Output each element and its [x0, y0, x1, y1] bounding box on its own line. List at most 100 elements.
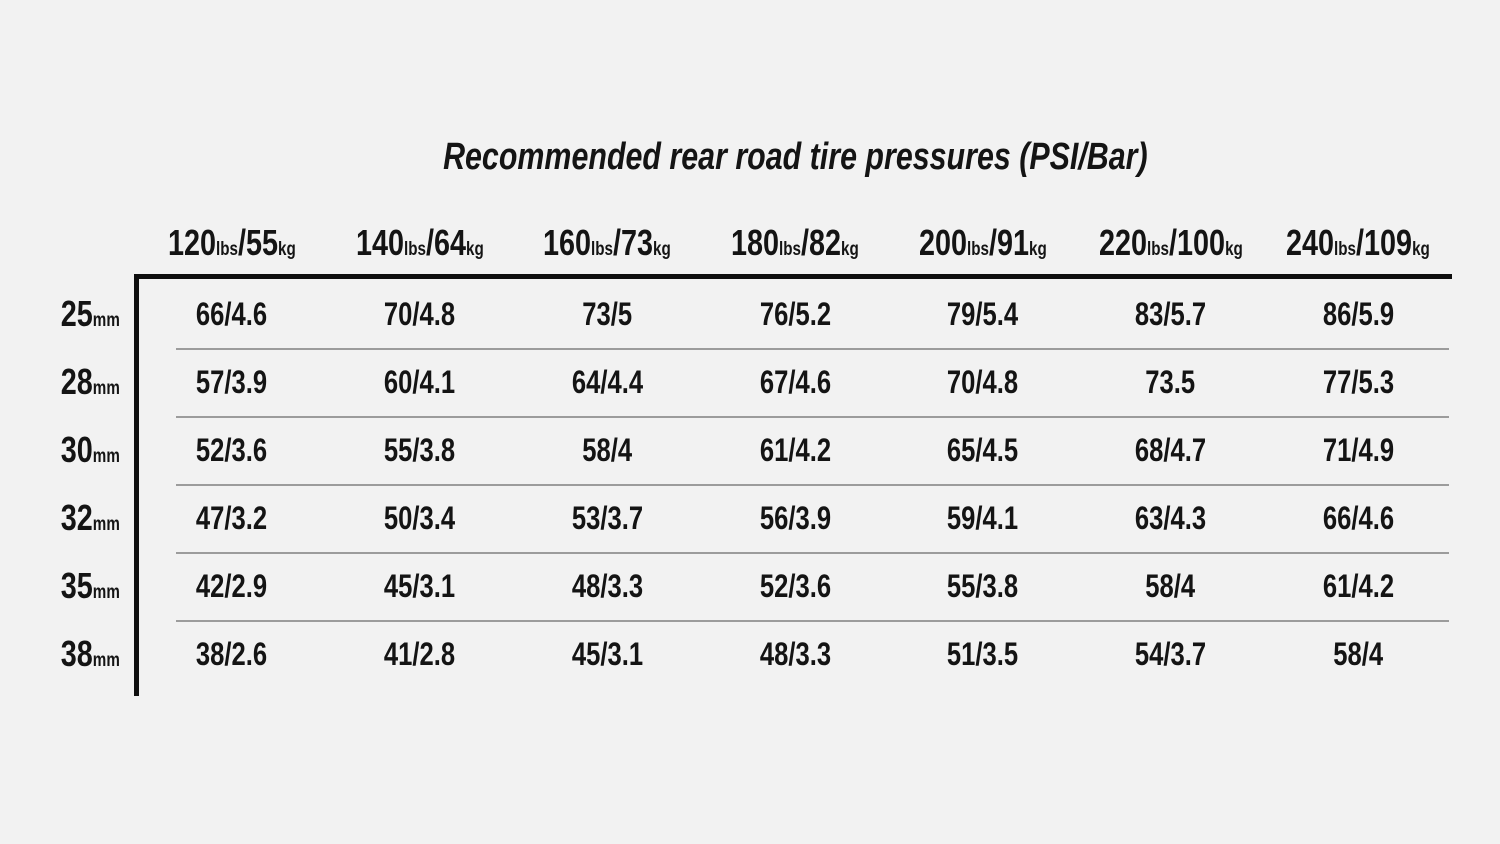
table-cell: 52/3.6 — [759, 567, 831, 604]
table-cell: 53/3.7 — [571, 499, 643, 536]
slash-separator: / — [801, 222, 810, 263]
weight-lbs-value: 220 — [1098, 222, 1147, 263]
table-cell: 48/3.3 — [571, 567, 643, 604]
row-header: 30mm — [48, 416, 138, 484]
table-cell: 86/5.9 — [1322, 295, 1394, 332]
table-row-28mm: 28mm 57/3.9 60/4.1 64/4.4 67/4.6 70/4.8 … — [48, 348, 1452, 416]
row-header: 28mm — [48, 348, 138, 416]
column-header-240lbs: 240lbs/109kg — [1264, 222, 1452, 274]
table-row-30mm: 30mm 52/3.6 55/3.8 58/4 61/4.2 65/4.5 68… — [48, 416, 1452, 484]
table-row-35mm: 35mm 42/2.9 45/3.1 48/3.3 52/3.6 55/3.8 … — [48, 552, 1452, 620]
column-header-200lbs: 200lbs/91kg — [889, 222, 1077, 274]
kg-unit-label: kg — [1412, 239, 1431, 260]
table-cell: 47/3.2 — [196, 499, 268, 536]
kg-unit-label: kg — [278, 239, 296, 260]
table-cell: 64/4.4 — [571, 363, 643, 400]
table-cell: 45/3.1 — [383, 567, 456, 604]
table-cell: 58/4 — [582, 431, 633, 468]
tire-size-value: 30 — [60, 429, 93, 470]
mm-unit-label: mm — [92, 582, 120, 603]
table-cell: 42/2.9 — [196, 567, 268, 604]
weight-lbs-value: 240 — [1286, 222, 1335, 263]
chart-title: Recommended rear road tire pressures (PS… — [442, 136, 1148, 178]
row-header: 32mm — [48, 484, 138, 552]
table-row-38mm: 38mm 38/2.6 41/2.8 45/3.1 48/3.3 51/3.5 … — [48, 620, 1452, 688]
weight-kg-value: 109 — [1364, 222, 1413, 263]
slash-separator: / — [988, 222, 997, 263]
table-left-border — [134, 274, 139, 696]
weight-kg-value: 64 — [433, 222, 466, 263]
weight-kg-value: 82 — [809, 222, 842, 263]
mm-unit-label: mm — [92, 446, 120, 467]
table-cell: 61/4.2 — [1322, 567, 1394, 604]
weight-lbs-value: 140 — [355, 222, 404, 263]
weight-kg-value: 91 — [996, 222, 1029, 263]
tire-size-value: 38 — [60, 633, 93, 674]
slash-separator: / — [613, 222, 622, 263]
row-separator — [176, 620, 1449, 622]
tire-size-value: 32 — [60, 497, 93, 538]
table-cell: 70/4.8 — [947, 363, 1019, 400]
kg-unit-label: kg — [1028, 239, 1047, 260]
row-separator — [176, 552, 1449, 554]
weight-lbs-value: 120 — [167, 222, 216, 263]
table-cell: 41/2.8 — [383, 635, 456, 672]
weight-lbs-value: 160 — [543, 222, 592, 263]
table-cell: 66/4.6 — [1322, 499, 1394, 536]
table-cell: 63/4.3 — [1134, 499, 1207, 536]
slash-separator: / — [1168, 222, 1177, 263]
corner-spacer — [48, 264, 138, 274]
table-cell: 65/4.5 — [947, 431, 1019, 468]
tire-size-value: 25 — [60, 293, 93, 334]
table-cell: 83/5.7 — [1134, 295, 1207, 332]
lbs-unit-label: lbs — [591, 239, 614, 260]
table-cell: 38/2.6 — [196, 635, 268, 672]
weight-kg-value: 73 — [621, 222, 654, 263]
table-cell: 57/3.9 — [196, 363, 268, 400]
table-body: 25mm 66/4.6 70/4.8 73/5 76/5.2 79/5.4 83… — [48, 274, 1452, 696]
table-cell: 56/3.9 — [759, 499, 831, 536]
column-header-row: 120lbs/55kg 140lbs/64kg 160lbs/73kg 180l… — [48, 212, 1452, 274]
column-header-160lbs: 160lbs/73kg — [513, 222, 701, 274]
table-cell: 73.5 — [1145, 363, 1196, 400]
row-separator — [176, 484, 1449, 486]
mm-unit-label: mm — [92, 514, 120, 535]
table-cell: 54/3.7 — [1134, 635, 1207, 672]
mm-unit-label: mm — [92, 310, 120, 331]
lbs-unit-label: lbs — [779, 239, 802, 260]
table-cell: 77/5.3 — [1322, 363, 1394, 400]
column-header-220lbs: 220lbs/100kg — [1077, 222, 1265, 274]
table-cell: 48/3.3 — [759, 635, 831, 672]
slash-separator: / — [1356, 222, 1365, 263]
weight-lbs-value: 200 — [918, 222, 967, 263]
table-cell: 67/4.6 — [759, 363, 831, 400]
slash-separator: / — [237, 222, 246, 263]
table-cell: 68/4.7 — [1134, 431, 1207, 468]
kg-unit-label: kg — [653, 239, 672, 260]
weight-lbs-value: 180 — [731, 222, 780, 263]
column-header-180lbs: 180lbs/82kg — [701, 222, 889, 274]
table-cell: 55/3.8 — [383, 431, 456, 468]
table-cell: 58/4 — [1333, 635, 1384, 672]
row-header: 25mm — [48, 280, 138, 348]
table-row-32mm: 32mm 47/3.2 50/3.4 53/3.7 56/3.9 59/4.1 … — [48, 484, 1452, 552]
row-separator — [176, 416, 1449, 418]
slash-separator: / — [425, 222, 434, 263]
table-cell: 59/4.1 — [947, 499, 1019, 536]
table-top-border — [138, 274, 1452, 279]
table-cell: 45/3.1 — [571, 635, 643, 672]
lbs-unit-label: lbs — [1146, 239, 1169, 260]
tire-size-value: 28 — [60, 361, 93, 402]
column-header-120lbs: 120lbs/55kg — [138, 222, 326, 274]
table-cell: 55/3.8 — [947, 567, 1019, 604]
lbs-unit-label: lbs — [215, 239, 238, 260]
table-cell: 79/5.4 — [947, 295, 1019, 332]
row-separator — [176, 348, 1449, 350]
table-cell: 60/4.1 — [383, 363, 456, 400]
lbs-unit-label: lbs — [1334, 239, 1357, 260]
table-cell: 70/4.8 — [383, 295, 456, 332]
table-row-25mm: 25mm 66/4.6 70/4.8 73/5 76/5.2 79/5.4 83… — [48, 280, 1452, 348]
table-cell: 76/5.2 — [759, 295, 831, 332]
row-header: 35mm — [48, 552, 138, 620]
table-cell: 50/3.4 — [383, 499, 456, 536]
